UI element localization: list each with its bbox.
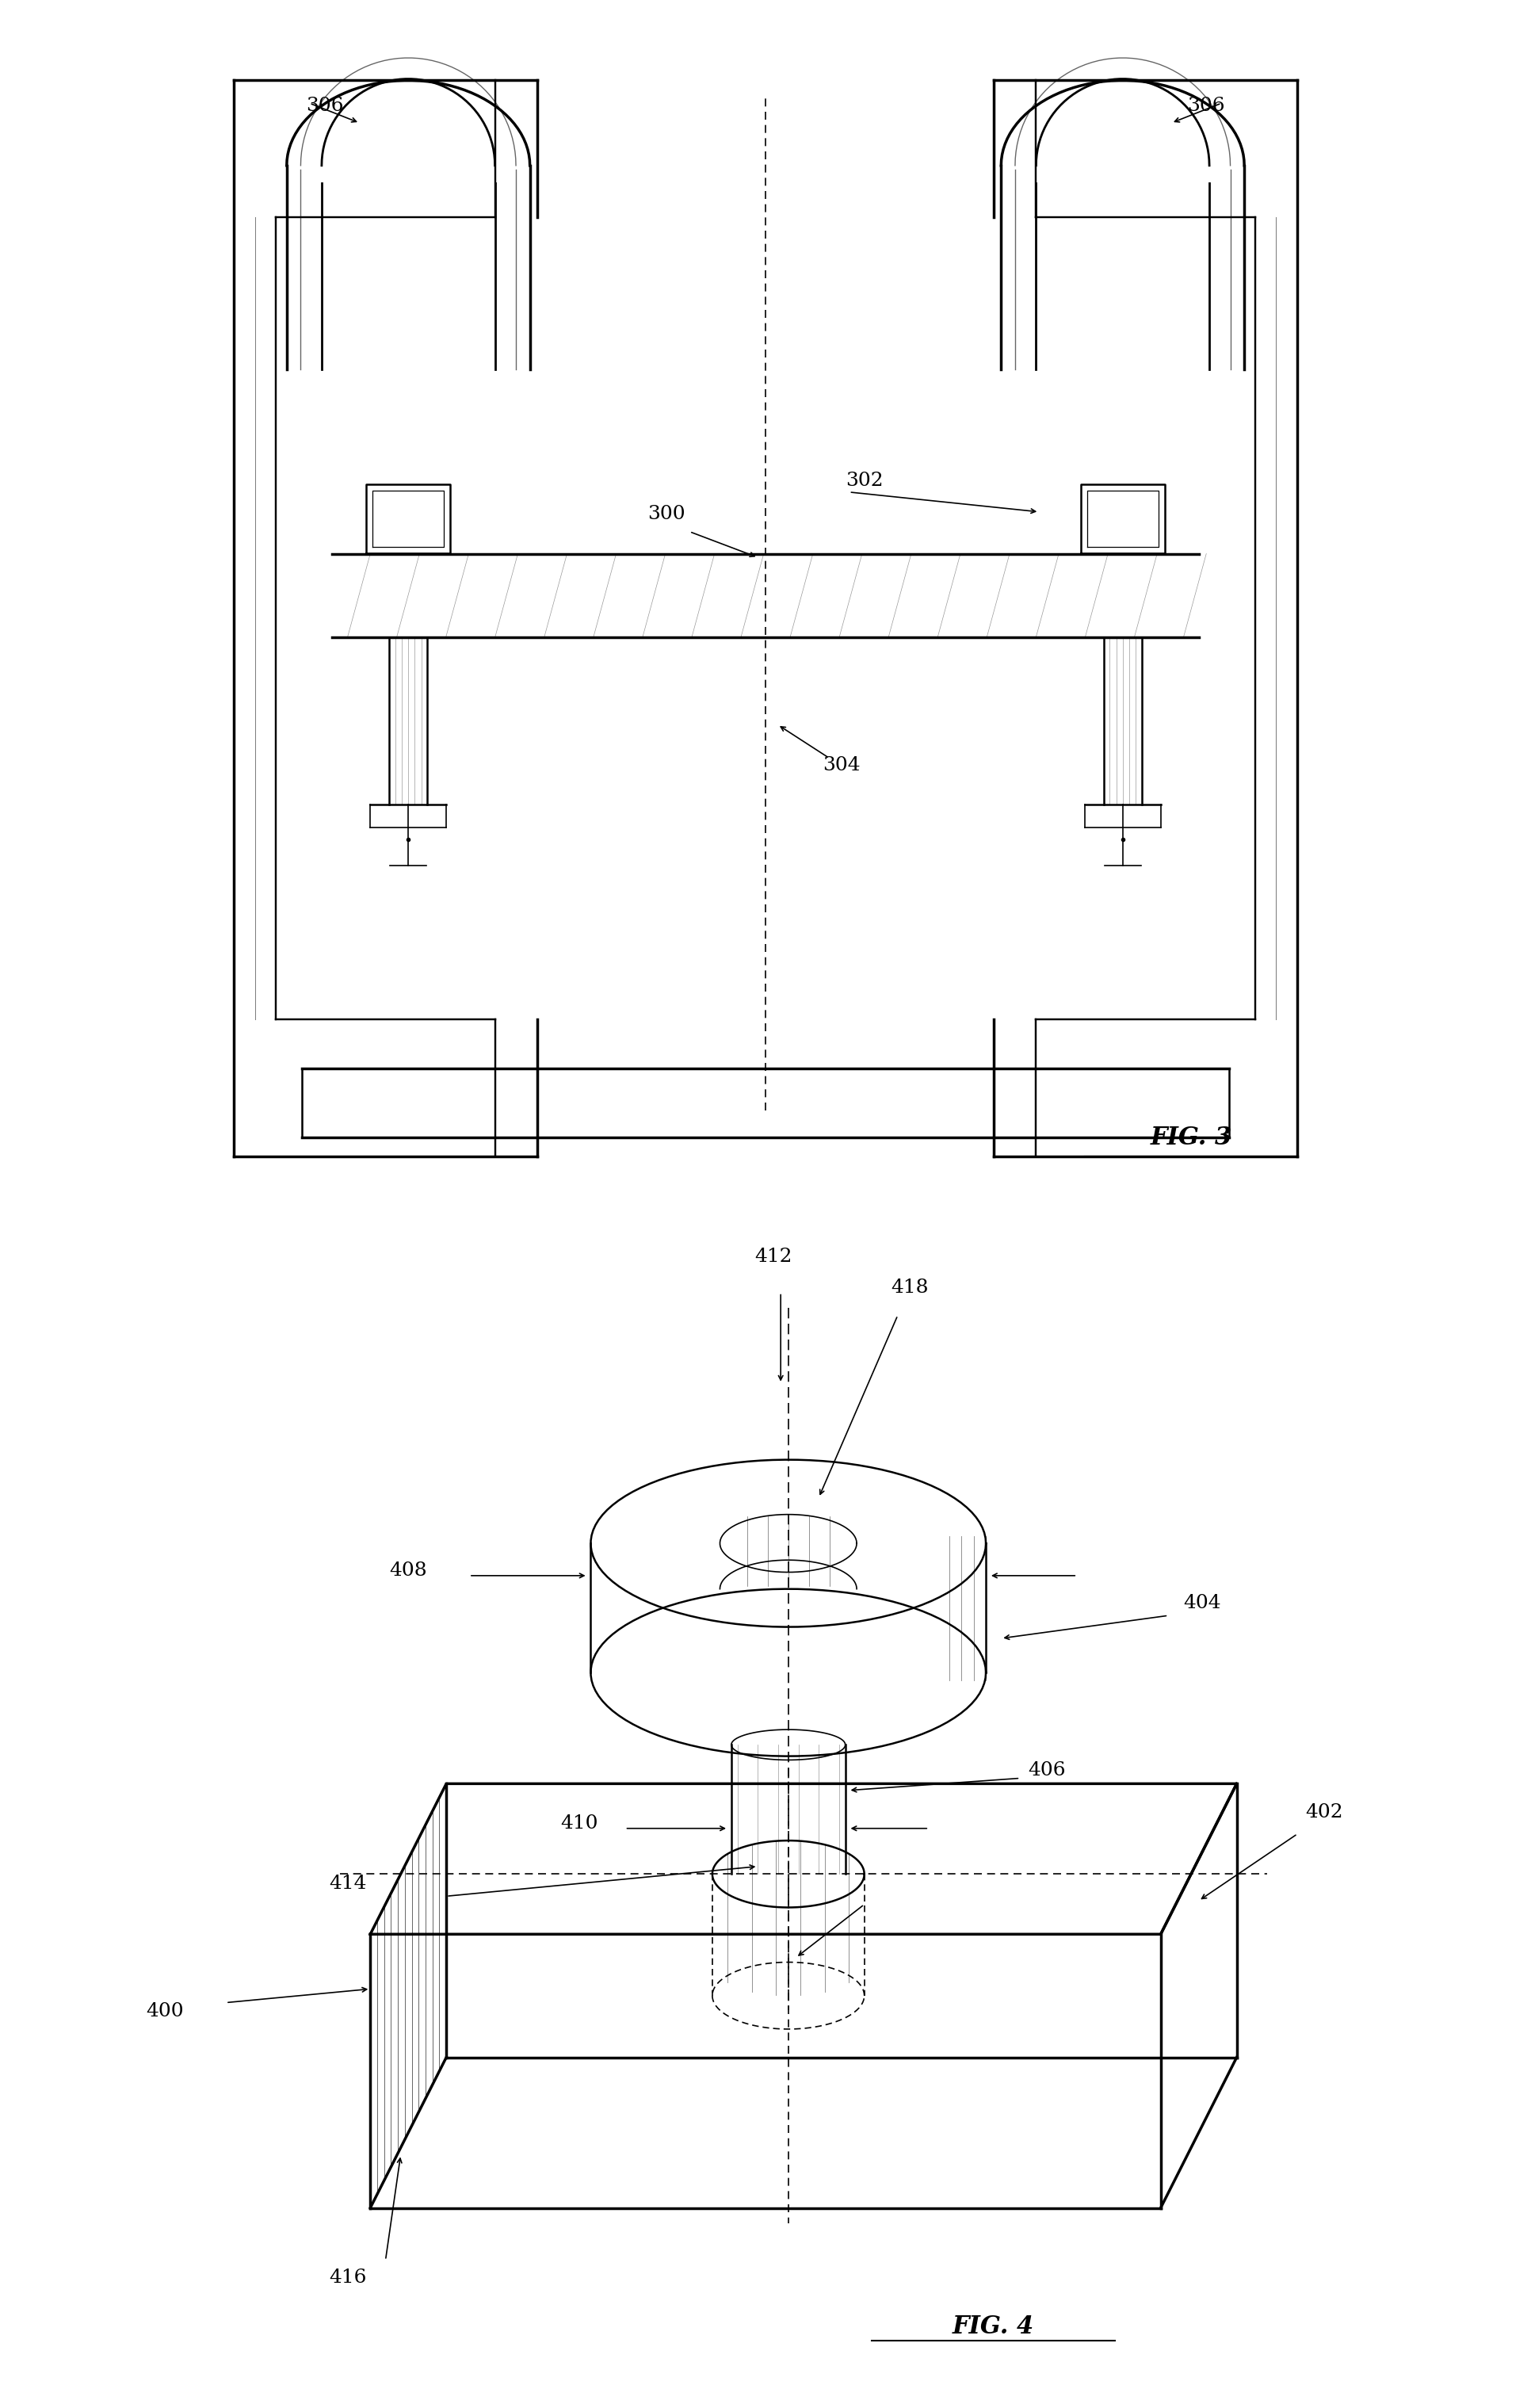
Text: FIG. 4: FIG. 4 (952, 2314, 1035, 2338)
Text: 414: 414 (329, 1873, 366, 1893)
Text: 300: 300 (648, 506, 686, 523)
Text: 410: 410 (560, 1813, 599, 1832)
Text: 402: 402 (1304, 1804, 1343, 1820)
Text: 418: 418 (891, 1279, 929, 1296)
Text: 406: 406 (1027, 1760, 1066, 1780)
Text: 408: 408 (389, 1560, 427, 1580)
Text: 404: 404 (1183, 1594, 1222, 1611)
Text: 302: 302 (845, 472, 883, 489)
Text: 306: 306 (306, 96, 343, 116)
Text: 400: 400 (147, 2001, 184, 2020)
Text: 412: 412 (755, 1247, 792, 1267)
Text: 304: 304 (822, 756, 860, 775)
Text: 416: 416 (329, 2268, 366, 2288)
Text: 306: 306 (1188, 96, 1225, 116)
Text: FIG. 3: FIG. 3 (1150, 1125, 1232, 1149)
